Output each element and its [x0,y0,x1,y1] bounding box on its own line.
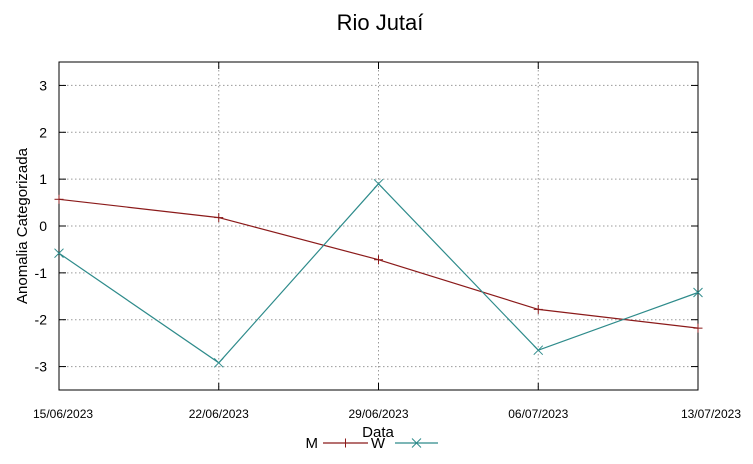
y-tick-label: 2 [39,124,47,140]
x-tick-label: 22/06/2023 [189,407,249,421]
legend-label-m: M [306,435,319,452]
y-tick-label: 1 [39,171,47,187]
data-point-w [533,345,544,356]
data-point-w [213,357,224,368]
y-tick-label: -1 [35,265,48,281]
legend-marker-w [411,438,422,448]
x-axis-label: Data [362,424,394,441]
y-tick-label: -2 [35,312,48,328]
x-tick-label: 13/07/2023 [681,407,741,421]
legend-label-w: W [371,435,386,452]
x-tick-label: 29/06/2023 [348,407,408,421]
series-group [54,178,703,368]
y-tick-label: -3 [35,359,48,375]
y-tick-label: 0 [39,218,47,234]
y-tick-label: 3 [39,77,47,93]
x-tick-label: 06/07/2023 [508,407,568,421]
chart-title: Rio Jutaí [337,10,424,35]
x-axis-ticks: 15/06/2023 22/06/2023 29/06/2023 06/07/2023… [33,62,741,421]
grid-lines [58,62,699,390]
x-tick-label: 15/06/2023 [33,407,93,421]
y-axis-label: Anomalia Categorizada [14,147,31,304]
data-point-w [373,178,384,189]
data-point-w [693,287,703,298]
data-point-w [54,248,64,259]
y-axis-ticks: -3 -2 -1 0 1 2 3 [35,77,698,375]
